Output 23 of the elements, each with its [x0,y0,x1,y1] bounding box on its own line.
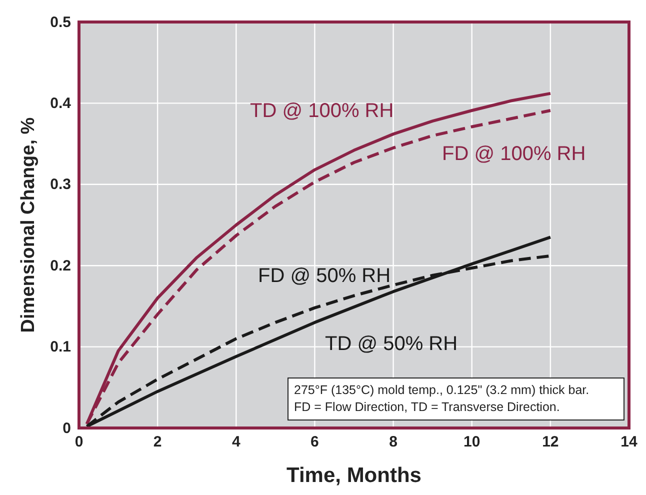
x-tick-label: 12 [542,434,559,451]
x-tick-label: 8 [389,434,398,451]
x-tick-label: 0 [74,434,84,451]
y-tick-label: 0.4 [50,95,72,112]
y-tick-label: 0.3 [50,176,71,194]
x-tick-label: 14 [620,434,638,451]
x-tick-label: 6 [310,434,319,451]
y-tick-label: 0.2 [50,257,71,274]
y-tick-label: 0.1 [50,338,71,356]
x-tick-label: 4 [232,434,241,451]
annotation: FD = Flow Direction, TD = Transverse Direction. [294,400,560,414]
y-axis-title: Dimensional Change, % [18,117,39,333]
y-tick-label: 0 [62,420,71,437]
y-tick-label: 0.5 [50,14,71,31]
x-axis-title: Time, Months [286,464,422,487]
note-box: 275°F (135°C) mold temp., 0.125" (3.2 mm) thick bar. FD = Flow Direction, TD = Transverse Direction. [288,378,624,420]
series-label: FD @ 50% RH [258,265,391,287]
annotation: 275°F (135°C) mold temp., 0.125" (3.2 mm) thick bar. [294,383,590,397]
series-label: TD @ 100% RH [250,100,394,122]
series-label: TD @ 50% RH [325,333,458,355]
x-tick-label: 10 [464,434,480,451]
series-label: FD @ 100% RH [442,143,586,165]
x-tick-label: 2 [153,434,162,451]
